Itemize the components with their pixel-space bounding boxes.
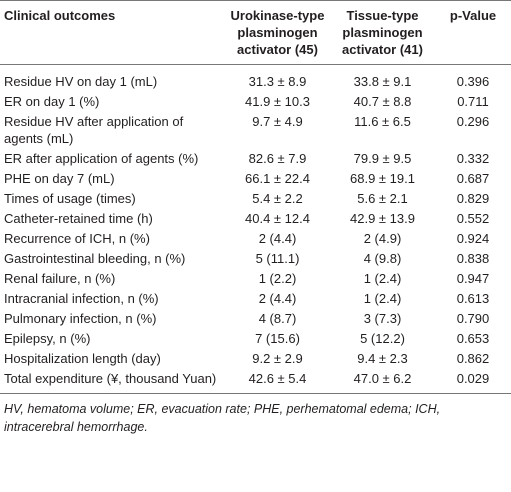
cell: 41.9 ± 10.3 xyxy=(245,94,310,109)
cell: 42.6 ± 5.4 xyxy=(225,368,330,394)
table-row: Residue HV after application of agents (… xyxy=(0,112,511,149)
cell: 2 (4.9) xyxy=(363,231,402,246)
cell: 0.838 xyxy=(456,251,490,266)
row-label: Times of usage (times) xyxy=(4,191,136,206)
table-row: Renal failure, n (%) 1 (2.2) 1 (2.4) 0.947 xyxy=(0,269,511,289)
cell: 0.924 xyxy=(456,231,490,246)
cell: 0.552 xyxy=(456,211,490,226)
cell: 47.0 ± 6.2 xyxy=(330,368,435,394)
cell: 31.3 ± 8.9 xyxy=(248,74,307,89)
cell: 5.4 ± 2.2 xyxy=(252,191,303,206)
cell: 0.613 xyxy=(456,291,490,306)
cell: 0.332 xyxy=(456,151,490,166)
table-row: Catheter-retained time (h) 40.4 ± 12.4 42.… xyxy=(0,209,511,229)
cell: 0.396 xyxy=(456,74,490,89)
cell: 0.829 xyxy=(456,191,490,206)
table-row: ER after application of agents (%) 82.6 ±… xyxy=(0,149,511,169)
cell: 5 (11.1) xyxy=(255,251,300,266)
cell: 79.9 ± 9.5 xyxy=(353,151,412,166)
table-row: Hospitalization length (day) 9.2 ± 2.9 9.4… xyxy=(0,349,511,369)
column-header: Tissue-type plasminogen activator (41) xyxy=(330,0,435,65)
outcomes-table: Clinical outcomes Urokinase-type plasmino… xyxy=(0,0,511,394)
row-label: Epilepsy, n (%) xyxy=(4,331,91,346)
cell: 9.2 ± 2.9 xyxy=(252,351,303,366)
cell: 2 (4.4) xyxy=(258,231,297,246)
cell: 0.947 xyxy=(456,271,490,286)
cell: 2 (4.4) xyxy=(258,291,297,306)
column-header: Urokinase-type plasminogen activator (45… xyxy=(225,0,330,65)
cell: 5.6 ± 2.1 xyxy=(357,191,408,206)
table-row: Total expenditure (¥, thousand Yuan) 42.6… xyxy=(0,368,511,394)
header-row: Clinical outcomes Urokinase-type plasmino… xyxy=(0,0,511,65)
row-label: Total expenditure (¥, thousand Yuan) xyxy=(0,368,225,394)
table-body: Residue HV on day 1 (mL) 31.3 ± 8.9 33.8 ±… xyxy=(0,65,511,394)
row-label: Hospitalization length (day) xyxy=(4,351,161,366)
cell: 9.7 ± 4.9 xyxy=(252,114,303,129)
cell: 0.653 xyxy=(456,331,490,346)
table-row: Residue HV on day 1 (mL) 31.3 ± 8.9 33.8 ±… xyxy=(0,65,511,92)
cell: 40.7 ± 8.8 xyxy=(353,94,412,109)
cell: 5 (12.2) xyxy=(360,331,405,346)
row-label: Renal failure, n (%) xyxy=(4,271,116,286)
row-label: ER on day 1 (%) xyxy=(4,94,100,109)
table-row: Pulmonary infection, n (%) 4 (8.7) 3 (7.3)… xyxy=(0,309,511,329)
cell: 68.9 ± 19.1 xyxy=(350,171,415,186)
cell: 82.6 ± 7.9 xyxy=(248,151,307,166)
table-row: Intracranial infection, n (%) 2 (4.4) 1 (2… xyxy=(0,289,511,309)
row-label: PHE on day 7 (mL) xyxy=(4,171,115,186)
cell: 0.711 xyxy=(457,94,489,109)
cell: 0.862 xyxy=(456,351,490,366)
row-label: ER after application of agents (%) xyxy=(4,151,199,166)
cell: 0.687 xyxy=(456,171,490,186)
row-label: Pulmonary infection, n (%) xyxy=(4,311,157,326)
row-label: Catheter-retained time (h) xyxy=(4,211,153,226)
footnote: HV, hematoma volume; ER, evacuation rate… xyxy=(4,402,441,434)
cell: 7 (15.6) xyxy=(255,331,300,346)
table-row: Times of usage (times) 5.4 ± 2.2 5.6 ± 2.1… xyxy=(0,189,511,209)
table-row: Gastrointestinal bleeding, n (%) 5 (11.1)… xyxy=(0,249,511,269)
table-row: PHE on day 7 (mL) 66.1 ± 22.4 68.9 ± 19.1 0… xyxy=(0,169,511,189)
row-label: Residue HV after application of agents (… xyxy=(4,114,184,146)
cell: 0.029 xyxy=(435,368,511,394)
cell: 66.1 ± 22.4 xyxy=(245,171,310,186)
cell: 0.296 xyxy=(456,114,490,129)
cell: 1 (2.4) xyxy=(363,291,402,306)
table-row: ER on day 1 (%) 41.9 ± 10.3 40.7 ± 8.8 0.71… xyxy=(0,92,511,112)
cell: 40.4 ± 12.4 xyxy=(245,211,310,226)
column-header: p-Value xyxy=(435,0,511,65)
cell: 11.6 ± 6.5 xyxy=(354,114,411,129)
row-label: Recurrence of ICH, n (%) xyxy=(4,231,150,246)
column-header: Clinical outcomes xyxy=(0,0,225,65)
table-row: Epilepsy, n (%) 7 (15.6) 5 (12.2) 0.653 xyxy=(0,329,511,349)
cell: 4 (8.7) xyxy=(258,311,297,326)
cell: 9.4 ± 2.3 xyxy=(357,351,408,366)
row-label: Intracranial infection, n (%) xyxy=(4,291,159,306)
cell: 33.8 ± 9.1 xyxy=(353,74,412,89)
cell: 0.790 xyxy=(456,311,490,326)
row-label: Gastrointestinal bleeding, n (%) xyxy=(4,251,186,266)
row-label: Residue HV on day 1 (mL) xyxy=(4,74,158,89)
table-row: Recurrence of ICH, n (%) 2 (4.4) 2 (4.9) 0.… xyxy=(0,229,511,249)
cell: 1 (2.2) xyxy=(258,271,297,286)
cell: 4 (9.8) xyxy=(363,251,402,266)
cell: 3 (7.3) xyxy=(363,311,402,326)
cell: 42.9 ± 13.9 xyxy=(350,211,415,226)
cell: 1 (2.4) xyxy=(363,271,402,286)
